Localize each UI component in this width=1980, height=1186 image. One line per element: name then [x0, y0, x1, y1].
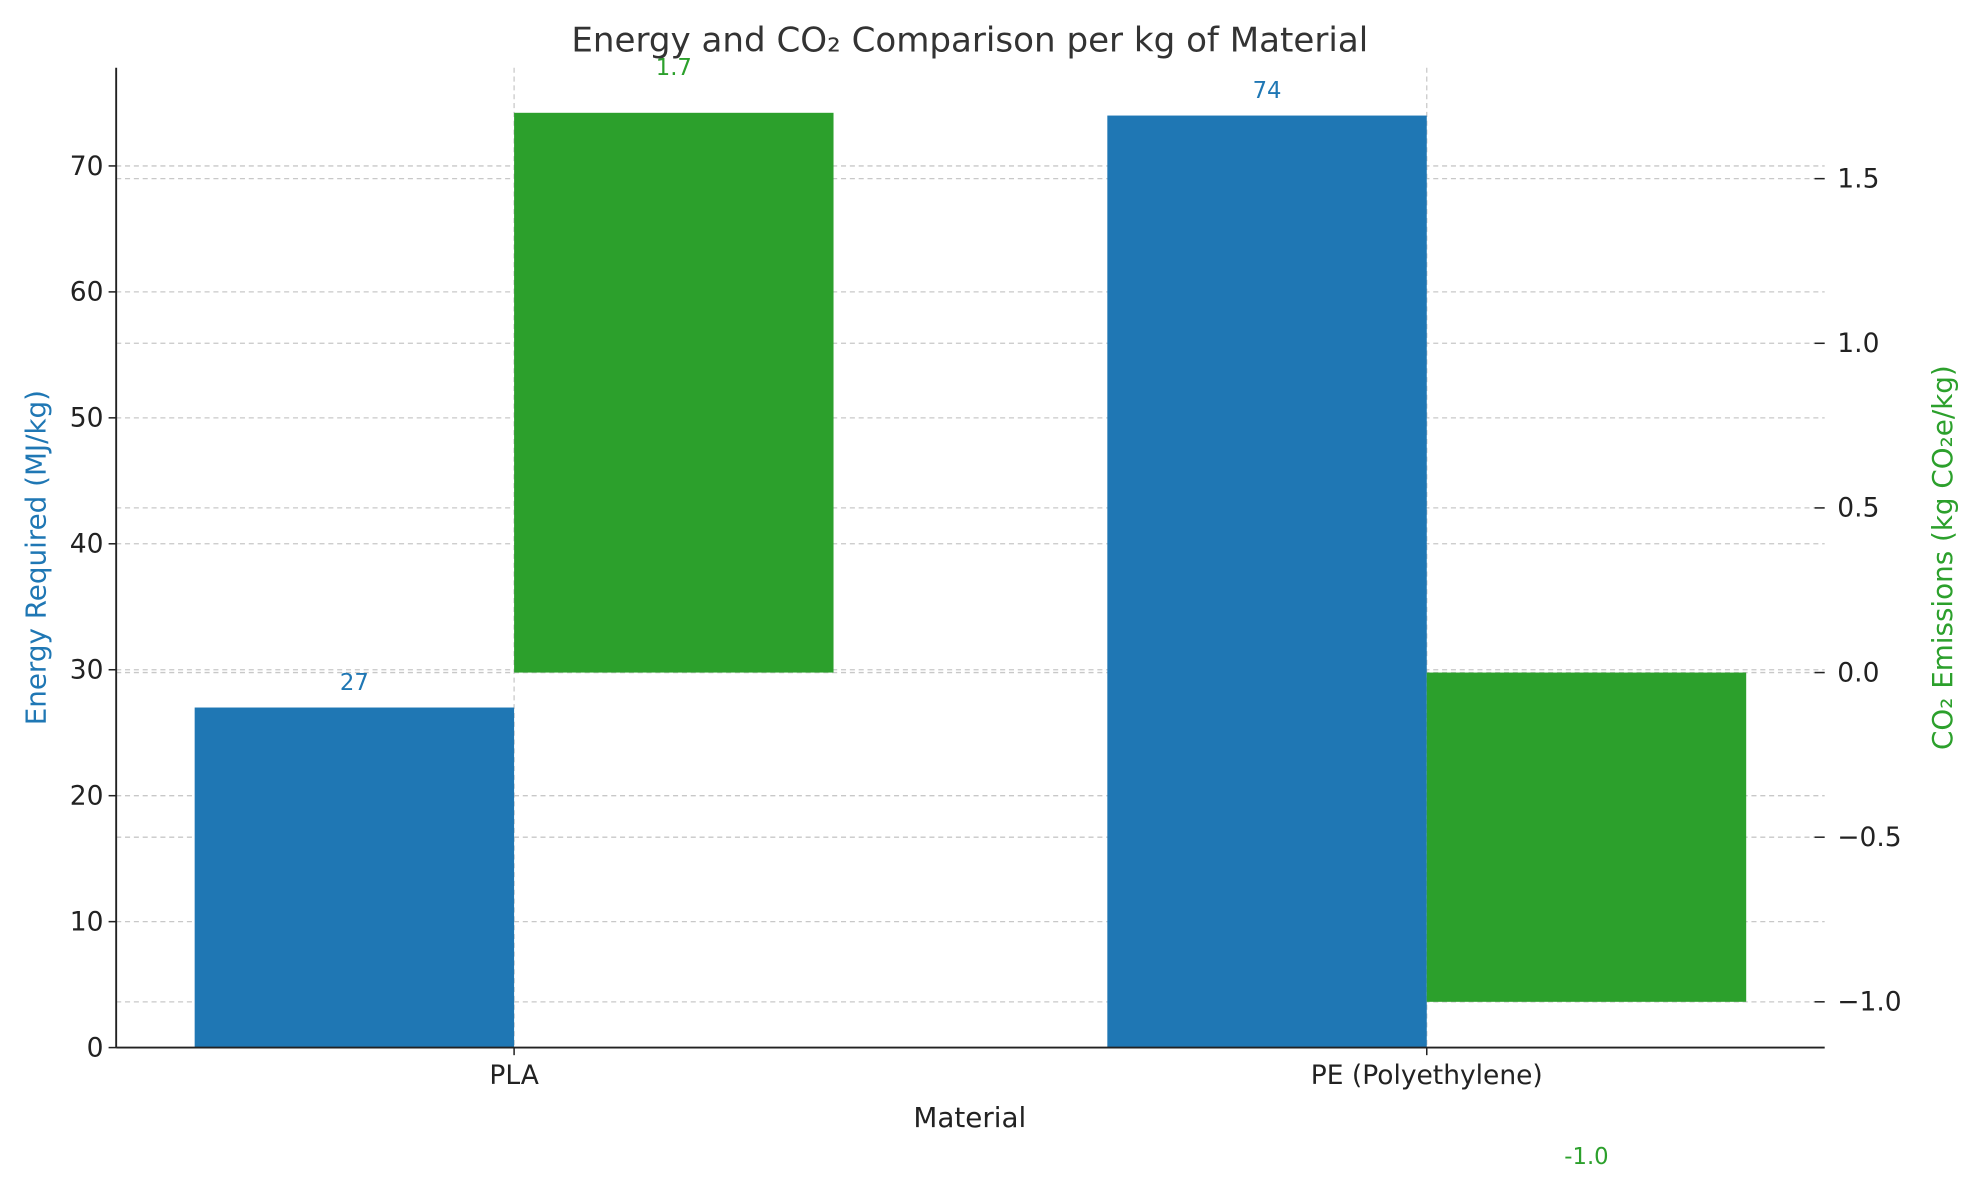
y-right-tick-label: 0.5 [1837, 493, 1879, 524]
bar-co2 [514, 112, 834, 673]
y-right-tick-label: 1.0 [1837, 328, 1879, 359]
y-left-tick-label: 0 [87, 1032, 104, 1063]
y-left-tick-label: 30 [70, 655, 104, 686]
y-left-tick-label: 40 [70, 529, 104, 560]
y-left-tick-label: 60 [70, 277, 104, 308]
chart-title: Energy and CO₂ Comparison per kg of Mate… [571, 20, 1368, 60]
data-label-energy: 27 [340, 670, 369, 696]
x-tick-label: PE (Polyethylene) [1311, 1060, 1543, 1091]
data-label-co2: 1.7 [656, 55, 692, 81]
data-label-co2: -1.0 [1564, 1144, 1608, 1170]
y-left-tick-label: 10 [70, 906, 104, 937]
y-right-tick-label: 0.0 [1837, 657, 1879, 688]
bar-co2 [1426, 672, 1747, 1002]
bar-energy [1107, 115, 1427, 1048]
bar-energy [194, 707, 515, 1048]
y-right-tick-label: −1.0 [1837, 987, 1901, 1018]
y-right-tick-label: 1.5 [1837, 163, 1879, 194]
bars [194, 112, 1747, 1048]
y-left-tick-label: 50 [70, 403, 104, 434]
y-left-axis-label: Energy Required (MJ/kg) [19, 390, 52, 725]
axes: PLA PE (Polyethylene) 0 10 20 30 40 50 60 70 −1.0 −… [70, 67, 1902, 1091]
y-left-tick-label: 70 [70, 151, 104, 182]
y-right-axis-label: CO₂ Emissions (kg CO₂e/kg) [1926, 365, 1959, 750]
y-right-tick-label: −0.5 [1837, 822, 1901, 853]
x-tick-label: PLA [489, 1060, 538, 1091]
y-left-tick-label: 20 [70, 781, 104, 812]
data-label-energy: 74 [1253, 78, 1282, 104]
labels: 27 1.7 74 -1.0 [340, 55, 1609, 1170]
x-axis-label: Material [913, 1101, 1026, 1134]
